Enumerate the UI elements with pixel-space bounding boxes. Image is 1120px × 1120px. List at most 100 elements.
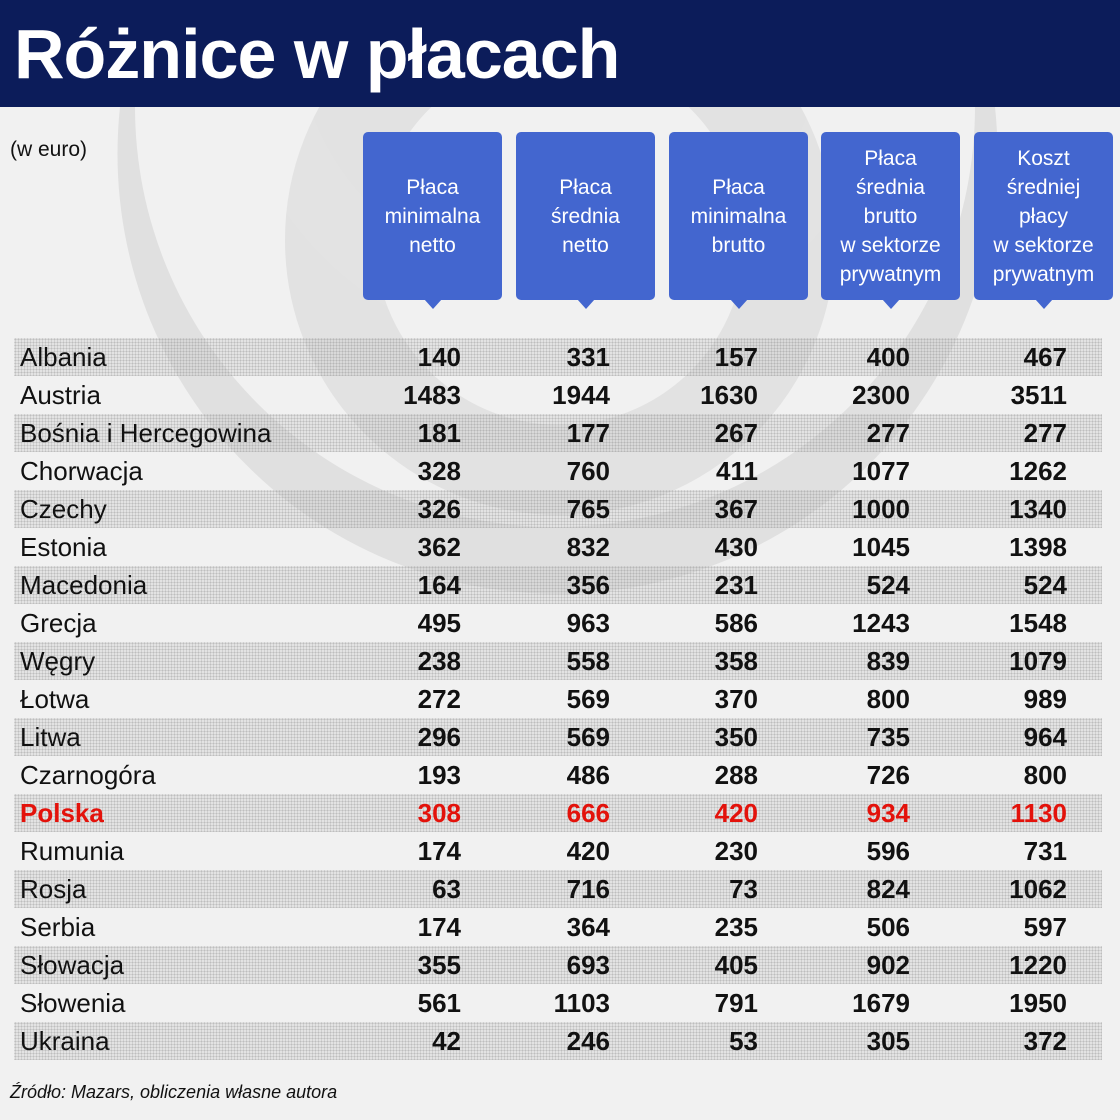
table-cell: 765	[566, 494, 610, 524]
table-cell: 400	[866, 342, 910, 372]
table-cell: 326	[417, 494, 461, 524]
table-cell: 731	[1023, 836, 1067, 866]
table-cell: 760	[566, 456, 610, 486]
table-row: Ukraina 42 246 53 305 372	[14, 1022, 1102, 1060]
table-cell: 364	[566, 912, 610, 942]
table-cell: 597	[1023, 912, 1067, 942]
table-cell: 1950	[1009, 988, 1067, 1018]
table-cell: 296	[417, 722, 461, 752]
country-name: Grecja	[20, 608, 97, 638]
table-cell: 277	[1023, 418, 1067, 448]
table-row: Rosja 63 716 73 824 1062	[14, 870, 1102, 908]
table-cell: 1483	[403, 380, 461, 410]
table-cell: 1262	[1009, 456, 1067, 486]
table-cell: 430	[714, 532, 758, 562]
country-name: Macedonia	[20, 570, 148, 600]
table-cell: 1045	[852, 532, 910, 562]
table-cell: 561	[417, 988, 461, 1018]
table-cell: 272	[417, 684, 461, 714]
table-row: Albania 140 331 157 400 467	[14, 338, 1102, 376]
table-cell: 177	[566, 418, 610, 448]
pointer-arrow-icon	[1034, 299, 1053, 309]
table-cell: 989	[1023, 684, 1067, 714]
column-header-2: Płaca średnia netto	[516, 132, 655, 309]
table-row: Rumunia 174 420 230 596 731	[14, 832, 1102, 870]
table-cell: 42	[432, 1026, 461, 1056]
table-cell: 420	[566, 836, 610, 866]
table-cell: 486	[566, 760, 610, 790]
table-cell: 246	[566, 1026, 610, 1056]
table-cell: 1079	[1009, 646, 1067, 676]
table-cell: 963	[566, 608, 610, 638]
table-row: Litwa 296 569 350 735 964	[14, 718, 1102, 756]
table-cell: 238	[417, 646, 461, 676]
table-cell: 174	[417, 912, 461, 942]
table-cell: 2300	[852, 380, 910, 410]
country-name: Chorwacja	[20, 456, 143, 486]
table-cell: 350	[714, 722, 758, 752]
country-name: Estonia	[20, 532, 107, 562]
table-cell: 467	[1023, 342, 1067, 372]
column-header-label: Płaca średnia brutto w sektorze prywatny…	[839, 146, 942, 286]
table-row: Słowenia 561 1103 791 1679 1950	[14, 984, 1102, 1022]
table-cell: 964	[1023, 722, 1067, 752]
table-cell: 832	[566, 532, 610, 562]
table-row: Czarnogóra 193 486 288 726 800	[14, 756, 1102, 794]
pointer-arrow-icon	[423, 299, 442, 309]
table-cell: 902	[866, 950, 910, 980]
column-header-1: Płaca minimalna netto	[363, 132, 502, 309]
table-cell: 569	[566, 722, 610, 752]
table-cell: 934	[866, 798, 910, 828]
table-cell: 288	[714, 760, 758, 790]
table-row: Słowacja 355 693 405 902 1220	[14, 946, 1102, 984]
table-cell: 372	[1023, 1026, 1067, 1056]
table-cell: 1243	[852, 608, 910, 638]
table-cell: 140	[417, 342, 461, 372]
table-cell: 1398	[1009, 532, 1067, 562]
table-row: Węgry 238 558 358 839 1079	[14, 642, 1102, 680]
source-note: Źródło: Mazars, obliczenia własne autora	[10, 1082, 338, 1102]
country-name: Polska	[20, 798, 104, 828]
table-cell: 506	[866, 912, 910, 942]
table-cell: 558	[566, 646, 610, 676]
table-row: Austria 1483 1944 1630 2300 3511	[14, 376, 1102, 414]
table-cell: 358	[714, 646, 758, 676]
column-header-4: Płaca średnia brutto w sektorze prywatny…	[821, 132, 960, 309]
table-cell: 267	[714, 418, 758, 448]
table-cell: 231	[714, 570, 758, 600]
table-cell: 230	[714, 836, 758, 866]
table-cell: 305	[866, 1026, 910, 1056]
table-row: Macedonia 164 356 231 524 524	[14, 566, 1102, 604]
table-cell: 495	[417, 608, 461, 638]
table-cell: 596	[866, 836, 910, 866]
table-cell: 586	[714, 608, 758, 638]
country-name: Ukraina	[20, 1026, 110, 1056]
country-name: Słowacja	[20, 950, 125, 980]
country-name: Albania	[20, 342, 107, 372]
table-cell: 800	[866, 684, 910, 714]
column-header-5: Koszt średniej płacy w sektorze prywatny…	[974, 132, 1113, 309]
table-cell: 1062	[1009, 874, 1067, 904]
table-cell: 824	[866, 874, 910, 904]
table-cell: 193	[417, 760, 461, 790]
table-row: Serbia 174 364 235 506 597	[14, 908, 1102, 946]
table-cell: 524	[1023, 570, 1067, 600]
table-cell: 181	[417, 418, 461, 448]
table-cell: 524	[866, 570, 910, 600]
table-cell: 370	[714, 684, 758, 714]
table-cell: 277	[866, 418, 910, 448]
table-cell: 235	[714, 912, 758, 942]
country-name: Rumunia	[20, 836, 125, 866]
table-cell: 53	[729, 1026, 758, 1056]
table-cell: 411	[716, 456, 758, 486]
table-cell: 3511	[1010, 380, 1067, 410]
table-row: Polska 308 666 420 934 1130	[14, 794, 1102, 832]
table-row: Chorwacja 328 760 411 1077 1262	[14, 452, 1102, 490]
table-cell: 569	[566, 684, 610, 714]
table-cell: 839	[866, 646, 910, 676]
table-row: Czechy 326 765 367 1000 1340	[14, 490, 1102, 528]
table-cell: 800	[1023, 760, 1067, 790]
table-cell: 1548	[1009, 608, 1067, 638]
country-name: Łotwa	[20, 684, 90, 714]
table-row: Łotwa 272 569 370 800 989	[14, 680, 1102, 718]
